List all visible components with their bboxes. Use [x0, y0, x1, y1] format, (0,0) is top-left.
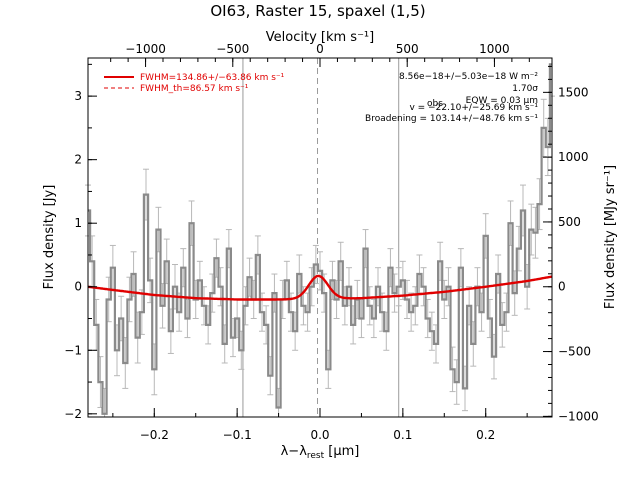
right-axis-label: Flux density [MJy sr⁻¹]: [603, 165, 618, 309]
x-tick-label: 0.0: [310, 428, 329, 442]
x-axis-label: λ−λrest [μm]: [281, 444, 360, 461]
x2-tick-label: 1000: [479, 42, 510, 56]
tick-layer: −0.2 −0.1 0.0 0.1 0.2 −1000 −500 0 500 1000 −2 −1 0 1…: [64, 42, 598, 442]
chart-title: OI63, Raster 15, spaxel (1,5): [210, 2, 425, 20]
legend: FWHM=134.86+/−63.86 km s⁻¹ FWHM_th=86.57…: [104, 73, 285, 94]
y-tick-label: 2: [74, 153, 82, 167]
fit-annotations: 8.56e−18+/−5.03e−18 W m⁻² 1.70σ EQW = 0.…: [365, 72, 538, 124]
x2-tick-label: 0: [316, 42, 324, 56]
x-tick-label: 0.1: [393, 428, 412, 442]
x2-tick-label: −500: [216, 42, 249, 56]
y2-tick-label: 500: [558, 215, 581, 229]
x-tick-label: −0.2: [140, 428, 169, 442]
y2-tick-label: 0: [558, 280, 566, 294]
fit-layer: [87, 274, 553, 301]
legend-fwhm-th: FWHM_th=86.57 km s⁻¹: [140, 84, 249, 94]
legend-fwhm: FWHM=134.86+/−63.86 km s⁻¹: [140, 73, 285, 83]
y2-tick-label: 1000: [558, 150, 589, 164]
y2-tick-label: −1000: [558, 409, 599, 423]
y-tick-label: −1: [64, 343, 82, 357]
annotation-eqw-sub: obs: [427, 99, 443, 109]
top-axis-label: Velocity [km s⁻¹]: [266, 30, 374, 45]
spectrum-layer: [85, 58, 555, 417]
fit-line: [87, 274, 553, 301]
annotation-sigma: 1.70σ: [512, 84, 538, 94]
y-tick-label: 3: [74, 89, 82, 103]
y2-tick-label: 1500: [558, 85, 589, 99]
annotation-broadening: Broadening = 103.14+/−48.76 km s⁻¹: [365, 114, 538, 124]
y-tick-label: 0: [74, 280, 82, 294]
y-tick-label: 1: [74, 216, 82, 230]
y2-tick-label: −500: [558, 345, 591, 359]
y-axis-label: Flux density [Jy]: [42, 185, 57, 290]
x2-tick-label: −1000: [125, 42, 166, 56]
y-tick-label: −2: [64, 407, 82, 421]
x-tick-label: −0.1: [223, 428, 252, 442]
spectrum-line: [88, 63, 552, 415]
annotation-eqw: EQW = 0.03 μm: [466, 96, 538, 106]
x2-tick-label: 500: [396, 42, 419, 56]
x-tick-label: 0.2: [476, 428, 495, 442]
annotation-velocity: v = −22.10+/−25.69 km s⁻¹: [409, 103, 538, 113]
annotation-flux: 8.56e−18+/−5.03e−18 W m⁻²: [399, 72, 538, 82]
gaussian-component: [285, 275, 352, 300]
